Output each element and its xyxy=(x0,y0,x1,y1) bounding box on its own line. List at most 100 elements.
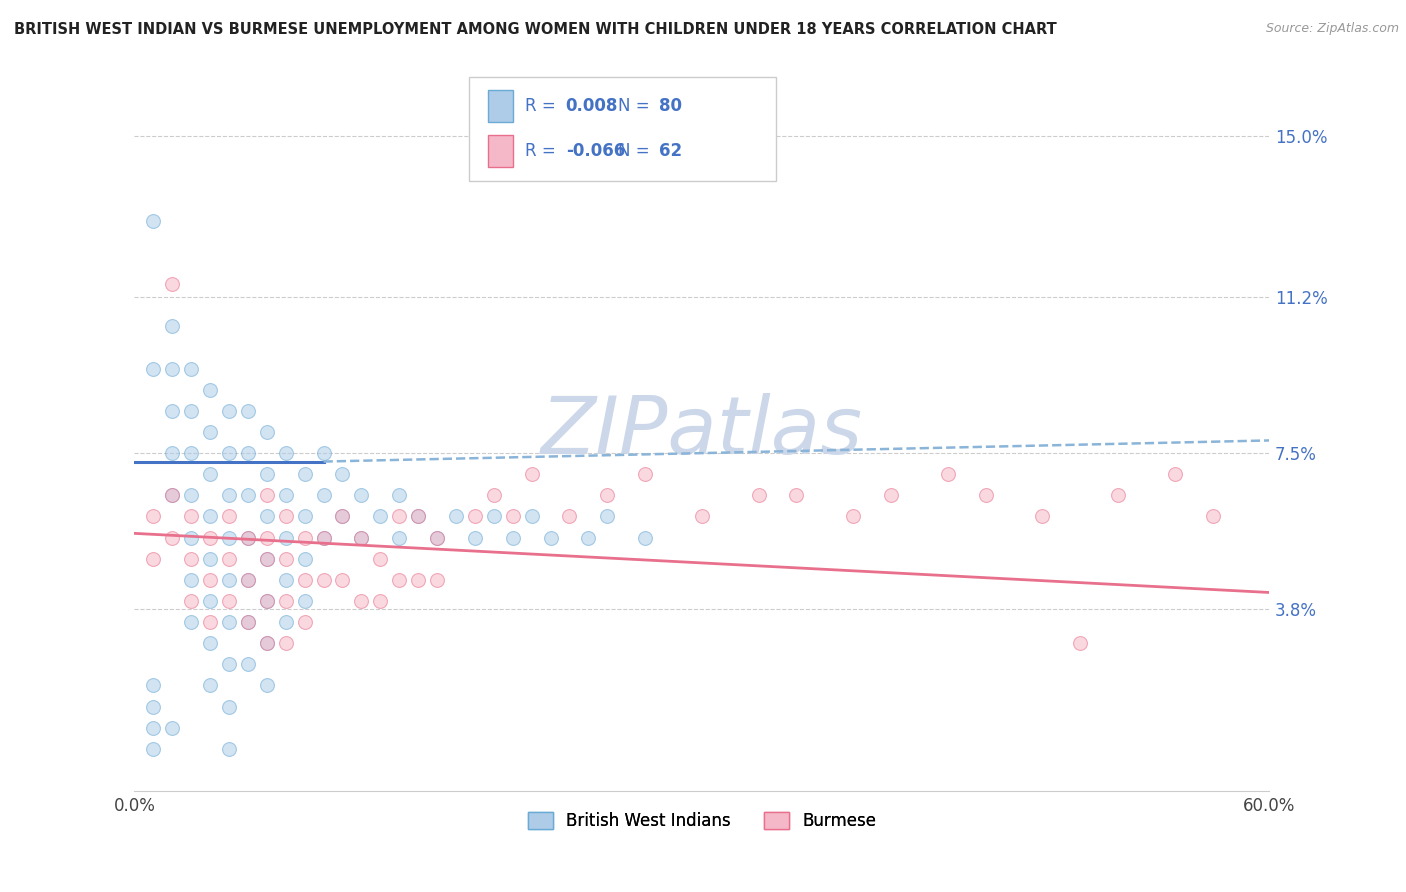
Point xyxy=(180,488,202,502)
Point xyxy=(160,488,183,502)
Point xyxy=(236,531,259,545)
Point xyxy=(218,699,240,714)
Point xyxy=(256,594,278,608)
Point xyxy=(274,594,297,608)
Point xyxy=(444,509,467,524)
Point xyxy=(312,531,335,545)
Point xyxy=(482,509,505,524)
Point xyxy=(312,573,335,587)
Point xyxy=(274,573,297,587)
Legend: British West Indians, Burmese: British West Indians, Burmese xyxy=(520,805,883,837)
Text: -0.066: -0.066 xyxy=(565,142,624,160)
Point xyxy=(198,678,221,692)
Point xyxy=(748,488,770,502)
Point xyxy=(142,361,165,376)
Text: BRITISH WEST INDIAN VS BURMESE UNEMPLOYMENT AMONG WOMEN WITH CHILDREN UNDER 18 Y: BRITISH WEST INDIAN VS BURMESE UNEMPLOYM… xyxy=(14,22,1057,37)
Point xyxy=(180,531,202,545)
Point xyxy=(180,615,202,629)
Point xyxy=(198,551,221,566)
Point xyxy=(1164,467,1187,482)
Point xyxy=(294,594,316,608)
Point xyxy=(142,214,165,228)
Point xyxy=(388,488,411,502)
Point xyxy=(218,531,240,545)
Point xyxy=(1107,488,1129,502)
Point xyxy=(198,425,221,439)
Point xyxy=(332,509,354,524)
Point xyxy=(198,594,221,608)
Point xyxy=(1201,509,1223,524)
Point xyxy=(842,509,865,524)
Point xyxy=(180,446,202,460)
Point xyxy=(218,594,240,608)
Point xyxy=(388,509,411,524)
Point xyxy=(256,509,278,524)
Point xyxy=(576,531,599,545)
Point xyxy=(180,551,202,566)
Point xyxy=(142,551,165,566)
Point xyxy=(180,509,202,524)
Point xyxy=(236,446,259,460)
Point xyxy=(198,509,221,524)
Point xyxy=(180,361,202,376)
Point xyxy=(236,657,259,672)
Point xyxy=(520,509,543,524)
Point xyxy=(274,509,297,524)
Point xyxy=(180,404,202,418)
Point xyxy=(142,509,165,524)
Point xyxy=(294,551,316,566)
Point xyxy=(236,488,259,502)
Point xyxy=(785,488,807,502)
Point xyxy=(160,488,183,502)
Point xyxy=(274,488,297,502)
Point xyxy=(180,594,202,608)
Point xyxy=(1031,509,1053,524)
Point xyxy=(198,531,221,545)
Point xyxy=(274,551,297,566)
Point xyxy=(332,509,354,524)
Point xyxy=(294,615,316,629)
Point xyxy=(142,741,165,756)
Point xyxy=(142,721,165,735)
Point xyxy=(406,509,429,524)
Text: Source: ZipAtlas.com: Source: ZipAtlas.com xyxy=(1265,22,1399,36)
Point xyxy=(274,636,297,650)
Point xyxy=(198,615,221,629)
Point xyxy=(198,383,221,397)
Point xyxy=(388,531,411,545)
Point xyxy=(256,488,278,502)
Point xyxy=(160,277,183,292)
Point xyxy=(256,636,278,650)
Point xyxy=(160,404,183,418)
Point xyxy=(274,615,297,629)
Point xyxy=(312,488,335,502)
Text: 80: 80 xyxy=(659,97,682,115)
Point xyxy=(218,657,240,672)
Point xyxy=(236,573,259,587)
Point xyxy=(218,488,240,502)
Point xyxy=(198,573,221,587)
Point xyxy=(256,467,278,482)
Point xyxy=(634,531,657,545)
Point xyxy=(502,509,524,524)
Point xyxy=(936,467,959,482)
Point xyxy=(368,509,391,524)
Point xyxy=(160,721,183,735)
Point xyxy=(596,488,619,502)
Point xyxy=(426,573,449,587)
Point xyxy=(256,636,278,650)
Point xyxy=(294,573,316,587)
Point xyxy=(596,509,619,524)
Point xyxy=(236,573,259,587)
Text: 62: 62 xyxy=(659,142,682,160)
Point xyxy=(256,551,278,566)
Point xyxy=(160,361,183,376)
Point xyxy=(558,509,581,524)
FancyBboxPatch shape xyxy=(488,135,513,167)
Point xyxy=(142,678,165,692)
FancyBboxPatch shape xyxy=(488,90,513,122)
Point xyxy=(464,509,486,524)
Point xyxy=(368,551,391,566)
Point xyxy=(236,404,259,418)
Point xyxy=(218,741,240,756)
